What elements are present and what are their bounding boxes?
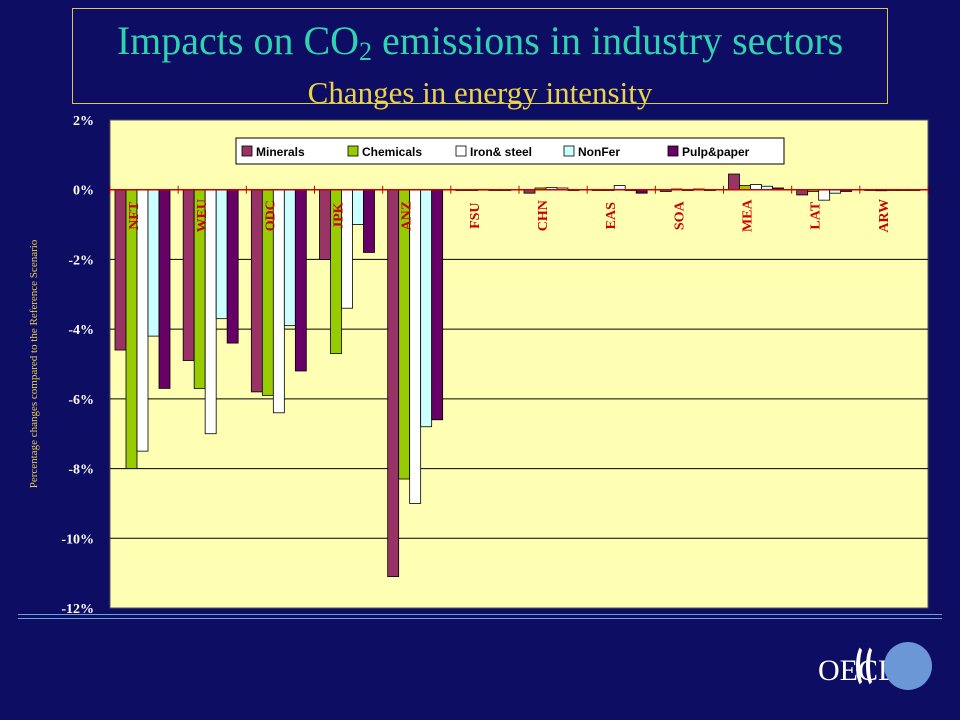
y-tick-label: -2% <box>68 253 94 268</box>
category-label-anz: ANZ <box>400 201 415 231</box>
y-tick-label: -8% <box>68 463 94 478</box>
category-label-fsu: FSU <box>468 202 483 228</box>
bar-chemicals-anz <box>398 189 411 480</box>
logo-circle <box>884 642 932 690</box>
category-label-mea: MEA <box>741 198 756 232</box>
legend-label: NonFer <box>578 145 620 159</box>
category-label-nft: NFT <box>127 201 142 230</box>
category-label-chn: CHN <box>536 200 551 231</box>
category-label-odc: ODC <box>263 200 278 231</box>
bar-nonfer-jpk <box>352 189 364 225</box>
bar-pulp-paper-jpk <box>363 189 375 253</box>
legend-swatch <box>563 145 575 157</box>
bar-iron-steel-mea <box>750 184 762 191</box>
bar-minerals-weu <box>182 189 195 361</box>
legend-swatch <box>241 145 253 157</box>
y-tick-label: 2% <box>73 114 94 129</box>
legend-label: Iron& steel <box>470 145 532 159</box>
y-tick-label: -6% <box>68 393 94 408</box>
legend-swatch <box>667 145 679 157</box>
logo-arc-icon <box>866 644 882 688</box>
title-box: Impacts on CO2 emissions in industry sec… <box>72 8 888 110</box>
bar-minerals-nft <box>114 189 127 351</box>
slide-title: Impacts on CO2 emissions in industry sec… <box>116 18 844 66</box>
plot-area <box>109 119 929 609</box>
bar-minerals-anz <box>387 189 400 578</box>
category-label-jpk: JPK <box>332 202 347 229</box>
category-label-arw: ARW <box>877 199 892 233</box>
bar-nonfer-weu <box>215 189 228 320</box>
bar-nonfer-anz <box>420 189 433 428</box>
legend-label: Pulp&paper <box>682 145 750 159</box>
category-label-eas: EAS <box>604 202 619 229</box>
legend-box <box>235 137 785 165</box>
bar-minerals-jpk <box>319 189 331 260</box>
bar-minerals-odc <box>250 189 263 393</box>
y-tick-label: 0% <box>73 184 94 199</box>
legend-label: Chemicals <box>362 145 422 159</box>
bar-iron-steel-lat <box>818 189 831 201</box>
category-label-soa: SOA <box>672 200 687 230</box>
bar-chart: 2% 0% -2% -4% -6% -8% -10% -12% Percentage chang… <box>28 114 929 617</box>
bar-pulp-paper-nft <box>158 189 171 389</box>
y-tick-label: -4% <box>68 323 94 338</box>
bar-iron-steel-anz <box>409 189 422 504</box>
legend-label: Minerals <box>256 145 305 159</box>
bar-minerals-mea <box>728 173 740 191</box>
bar-nonfer-nft <box>147 189 160 337</box>
legend-swatch <box>455 145 467 157</box>
legend-swatch <box>347 145 359 157</box>
category-label-lat: LAT <box>809 201 824 229</box>
separator-line <box>18 618 942 619</box>
bar-pulp-paper-odc <box>294 189 307 372</box>
y-tick-label: -12% <box>61 602 94 617</box>
slide-subtitle: Changes in energy intensity <box>307 75 653 110</box>
logo-arc-icon <box>856 644 872 688</box>
bar-nonfer-odc <box>283 189 296 327</box>
separator-line <box>18 614 942 615</box>
bar-chemicals-nft <box>125 189 138 469</box>
y-axis-label: Percentage changes compared to the Refer… <box>28 239 40 488</box>
bar-pulp-paper-anz <box>431 189 444 421</box>
bar-minerals-lat <box>796 189 809 196</box>
y-tick-label: -10% <box>61 532 94 547</box>
bar-pulp-paper-weu <box>226 189 239 344</box>
oecd-logo: OECD <box>818 640 938 700</box>
category-label-weu: WEU <box>195 199 210 232</box>
